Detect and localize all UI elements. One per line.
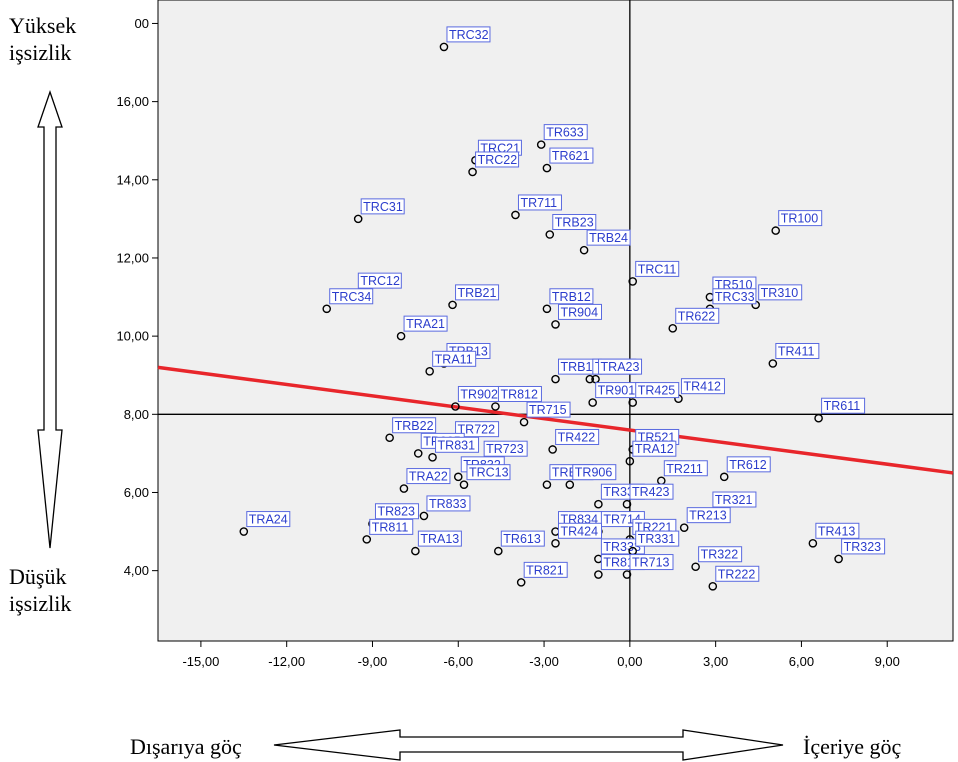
- point-label: TR823: [377, 505, 415, 519]
- point-label: TR423: [632, 485, 670, 499]
- point-label: TR411: [778, 344, 815, 358]
- x-tick-label: -6,00: [443, 654, 473, 669]
- y-tick-label: 00: [135, 16, 149, 31]
- point-label: TR622: [678, 309, 716, 323]
- point-label: TR321: [715, 493, 753, 507]
- point-label: TR715: [529, 403, 567, 417]
- y-tick-label: 4,00: [124, 563, 149, 578]
- point-label: TR331: [638, 532, 676, 546]
- point-label: TR100: [781, 212, 819, 226]
- point-label: TR711: [520, 196, 557, 210]
- point-label: TRC33: [715, 290, 755, 304]
- point-label: TR211: [666, 462, 703, 476]
- x-tick-label: 6,00: [789, 654, 814, 669]
- point-label: TRC34: [332, 290, 372, 304]
- x-tick-label: 9,00: [875, 654, 900, 669]
- y-tick-label: 12,00: [116, 250, 149, 265]
- point-label: TR821: [526, 563, 564, 577]
- point-label: TR811: [372, 520, 409, 534]
- point-label: TR901: [598, 384, 636, 398]
- point-label: TR612: [729, 458, 767, 472]
- point-label: TR322: [701, 548, 739, 562]
- point-label: TRB21: [458, 286, 497, 300]
- point-label: TR613: [503, 532, 541, 546]
- x-tick-label: 0,00: [617, 654, 642, 669]
- point-label: TRB23: [555, 216, 594, 230]
- point-label: TRC32: [449, 28, 489, 42]
- point-label: TR425: [638, 384, 676, 398]
- point-label: TRB22: [395, 419, 434, 433]
- point-label: TRA21: [406, 317, 445, 331]
- point-label: TRC11: [638, 262, 677, 276]
- point-label: TR723: [486, 442, 524, 456]
- x-tick-label: -9,00: [358, 654, 388, 669]
- point-label: TRA24: [249, 513, 288, 527]
- y-tick-label: 16,00: [116, 94, 149, 109]
- point-label: TR222: [718, 567, 756, 581]
- point-label: TRA12: [635, 442, 674, 456]
- point-label: TR713: [632, 556, 670, 570]
- point-label: TRA13: [420, 532, 459, 546]
- point-label: TR323: [844, 540, 882, 554]
- y-tick-label: 14,00: [116, 172, 149, 187]
- point-label: TR906: [575, 466, 613, 480]
- x-tick-label: -3,00: [529, 654, 559, 669]
- point-label: TR213: [689, 509, 727, 523]
- y-tick-label: 10,00: [116, 329, 149, 344]
- point-label: TR621: [552, 149, 590, 163]
- point-label: TRB12: [552, 290, 591, 304]
- y-tick-label: 6,00: [124, 485, 149, 500]
- point-label: TR812: [500, 387, 538, 401]
- point-label: TRA23: [601, 360, 640, 374]
- point-label: TR413: [818, 524, 856, 538]
- point-label: TR902: [460, 387, 498, 401]
- point-label: TRC12: [360, 274, 400, 288]
- point-label: TR424: [561, 524, 599, 538]
- x-tick-label: 3,00: [703, 654, 728, 669]
- point-label: TRA22: [409, 470, 448, 484]
- point-label: TRB24: [589, 231, 628, 245]
- point-label: TRA11: [435, 352, 473, 366]
- x-tick-label: -15,00: [182, 654, 219, 669]
- point-label: TR412: [683, 380, 721, 394]
- point-label: TRC13: [469, 466, 509, 480]
- point-label: TR833: [429, 497, 467, 511]
- point-label: TR611: [824, 399, 861, 413]
- point-label: TRC31: [363, 200, 403, 214]
- x-tick-label: -12,00: [268, 654, 305, 669]
- point-label: TR904: [561, 305, 599, 319]
- point-label: TR310: [761, 286, 799, 300]
- point-label: TR422: [558, 430, 596, 444]
- y-tick-label: 8,00: [124, 407, 149, 422]
- point-label: TRC22: [478, 153, 518, 167]
- point-label: TR831: [438, 438, 476, 452]
- point-label: TR633: [546, 126, 584, 140]
